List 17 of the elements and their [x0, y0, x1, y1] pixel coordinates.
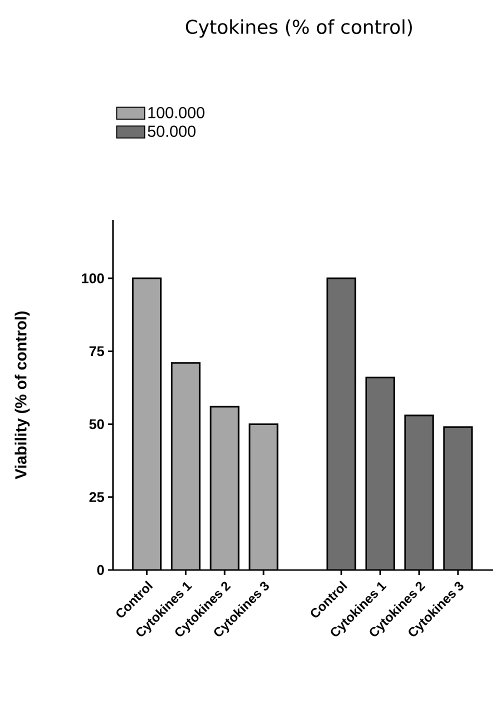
y-tick-label: 75	[89, 346, 104, 356]
bar	[405, 415, 434, 570]
bar	[366, 378, 394, 570]
y-tick-label: 25	[89, 492, 104, 502]
bar	[248, 423, 278, 570]
bar	[327, 278, 356, 570]
legend-label: 100.000	[148, 106, 204, 118]
y-axis-title: Viability (% of control)	[14, 311, 30, 480]
y-tick-label: 50	[89, 419, 104, 430]
bar	[132, 278, 161, 570]
y-tick-label: 100	[82, 273, 104, 284]
bar	[210, 406, 239, 570]
legend-label: 50.000	[148, 126, 196, 137]
chart-title: Cytokines (% of control)	[186, 19, 412, 38]
y-tick-label: 0	[97, 565, 104, 575]
bar	[443, 426, 473, 570]
bar	[172, 362, 200, 570]
